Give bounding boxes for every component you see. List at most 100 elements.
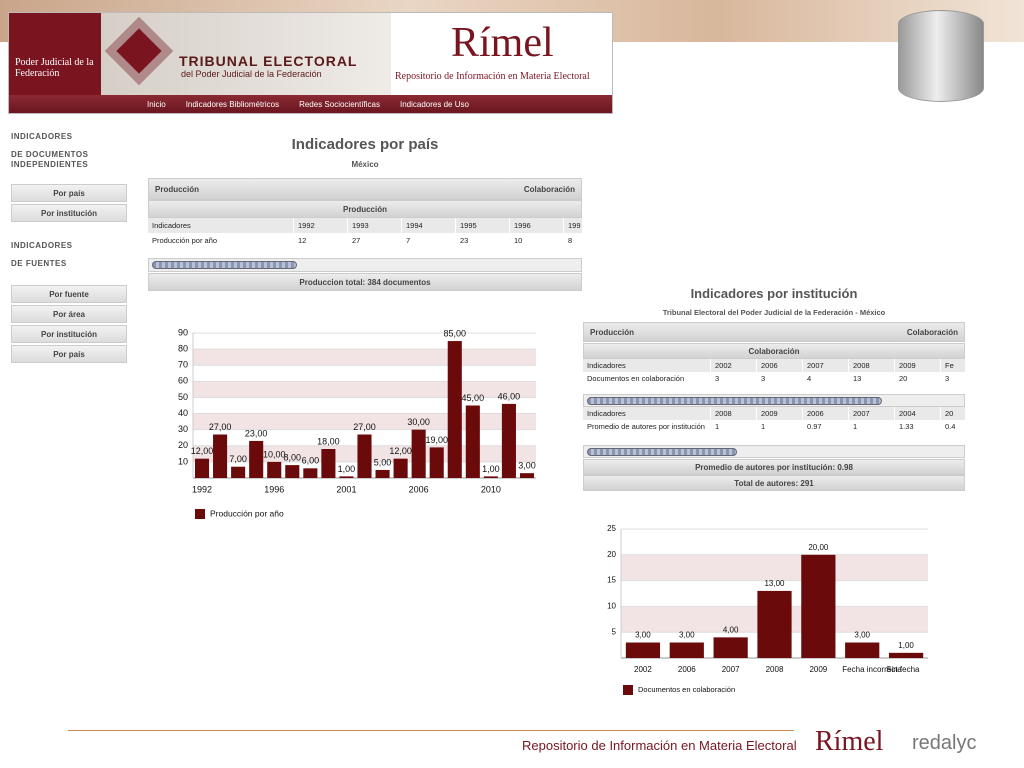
data-label: 3,00	[518, 461, 536, 471]
data-label: 1,00	[338, 464, 356, 474]
y-tick-label: 40	[178, 408, 188, 418]
data-label: 4,00	[723, 625, 739, 634]
bar	[625, 642, 661, 658]
legend-label: Documentos en colaboración	[638, 685, 735, 694]
section-title: Producción	[342, 204, 387, 214]
panel-subtitle: México	[351, 160, 379, 169]
table-cell: 1992	[294, 218, 348, 233]
data-label: 45,00	[462, 393, 485, 403]
nav: Inicio Indicadores Bibliométricos Redes So…	[9, 95, 612, 113]
section-title: Colaboración	[748, 346, 800, 356]
scrollbar[interactable]	[148, 258, 582, 272]
table-cell: Indicadores	[583, 407, 711, 420]
table-cell: 2009	[757, 407, 803, 420]
x-tick-label: 2009	[809, 665, 827, 674]
tab[interactable]: Producción	[155, 184, 200, 194]
side-subtitle: DE FUENTES	[11, 259, 67, 268]
total: Total de autores: 291	[734, 478, 814, 488]
bar	[375, 469, 390, 478]
y-tick-label: 90	[178, 327, 188, 337]
tab[interactable]: Colaboración	[523, 184, 575, 194]
bar	[801, 554, 836, 658]
nav-link[interactable]: Indicadores Bibliométricos	[185, 99, 280, 109]
side-button[interactable]: Por institución	[11, 325, 127, 343]
bar	[447, 341, 462, 478]
scrollbar[interactable]	[583, 394, 965, 407]
x-tick-label: Sin fecha	[886, 665, 920, 674]
grid-band	[193, 381, 536, 398]
data-label: 6,00	[302, 456, 320, 466]
data-label: 13,00	[764, 579, 785, 588]
side-button[interactable]: Por institución	[11, 204, 127, 222]
bar	[267, 461, 282, 478]
scroll-thumb[interactable]	[587, 397, 882, 405]
x-tick-label: 1992	[192, 484, 212, 494]
scroll-thumb[interactable]	[587, 448, 737, 456]
x-tick-label: 2008	[766, 665, 784, 674]
table-cell: 13	[849, 372, 895, 385]
scrollbar[interactable]	[583, 445, 965, 458]
bar	[339, 476, 354, 478]
tribunal-logo: TRIBUNAL ELECTORAL del Poder Judicial de…	[101, 13, 391, 95]
data-label: 30,00	[407, 417, 430, 427]
bar	[321, 449, 336, 478]
nav-link[interactable]: Redes Sociocientíficas	[299, 99, 380, 109]
side-button[interactable]: Por área	[11, 305, 127, 323]
table: Indicadores 2008 2009 2006 2007 2004 20 Promedi…	[583, 407, 965, 435]
bar	[669, 642, 704, 658]
table-cell: 3	[941, 372, 965, 385]
table: Indicadores 2002 2006 2007 2008 2009 Fe Documen…	[583, 359, 965, 387]
table-cell: 2007	[803, 359, 849, 372]
footer-partner: redalyc	[912, 732, 977, 754]
legend-label: Producción por año	[210, 508, 284, 518]
side-button[interactable]: Por país	[11, 184, 127, 202]
table-cell: 199	[564, 218, 582, 233]
side-button[interactable]: Por fuente	[11, 285, 127, 303]
data-label: 18,00	[317, 436, 340, 446]
tab-bar: Producción Colaboración	[583, 322, 965, 342]
nav-link[interactable]: Inicio	[147, 99, 166, 109]
tab[interactable]: Colaboración	[906, 327, 958, 337]
scroll-thumb[interactable]	[152, 261, 297, 269]
table-cell: 3	[757, 372, 803, 385]
table-cell: Fe	[941, 359, 965, 372]
y-tick-label: 15	[607, 576, 616, 585]
y-tick-label: 5	[612, 627, 617, 636]
table-cell: Indicadores	[583, 359, 711, 372]
x-tick-label: 1996	[264, 484, 284, 494]
total: Produccion total: 384 documentos	[299, 277, 431, 287]
bar	[393, 458, 408, 478]
bar	[713, 637, 748, 658]
table-cell: 1995	[456, 218, 510, 233]
bar	[231, 466, 246, 478]
side-title: INDICADORES	[11, 132, 73, 141]
footer-brand: Rímel	[815, 726, 884, 757]
table-cell: Indicadores	[148, 218, 294, 233]
x-tick-label: 2006	[678, 665, 696, 674]
footer-line	[68, 730, 794, 731]
tribunal-sub: del Poder Judicial de la Federación	[181, 69, 322, 79]
x-tick-label: 2006	[409, 484, 429, 494]
bar	[757, 590, 792, 658]
bar	[483, 476, 498, 478]
y-tick-label: 80	[178, 343, 188, 353]
x-tick-label: 2010	[481, 484, 501, 494]
tribunal-name: TRIBUNAL ELECTORAL	[179, 53, 358, 69]
tab[interactable]: Producción	[590, 327, 635, 337]
total-bar: Produccion total: 384 documentos	[148, 273, 582, 291]
table-cell: 1996	[510, 218, 564, 233]
table-cell: 1993	[348, 218, 402, 233]
nav-link[interactable]: Indicadores de Uso	[400, 99, 469, 109]
table-cell: 2006	[803, 407, 849, 420]
table-cell: 8	[564, 233, 582, 248]
data-label: 1,00	[482, 464, 500, 474]
side-button[interactable]: Por país	[11, 345, 127, 363]
tab-bar: Producción Colaboración	[148, 178, 582, 200]
table-cell: 3	[711, 372, 757, 385]
table-cell: 0.97	[803, 420, 849, 433]
bar	[194, 458, 210, 478]
table-cell: 20	[895, 372, 941, 385]
brand-sub: Repositorio de Información en Materia El…	[395, 71, 590, 82]
